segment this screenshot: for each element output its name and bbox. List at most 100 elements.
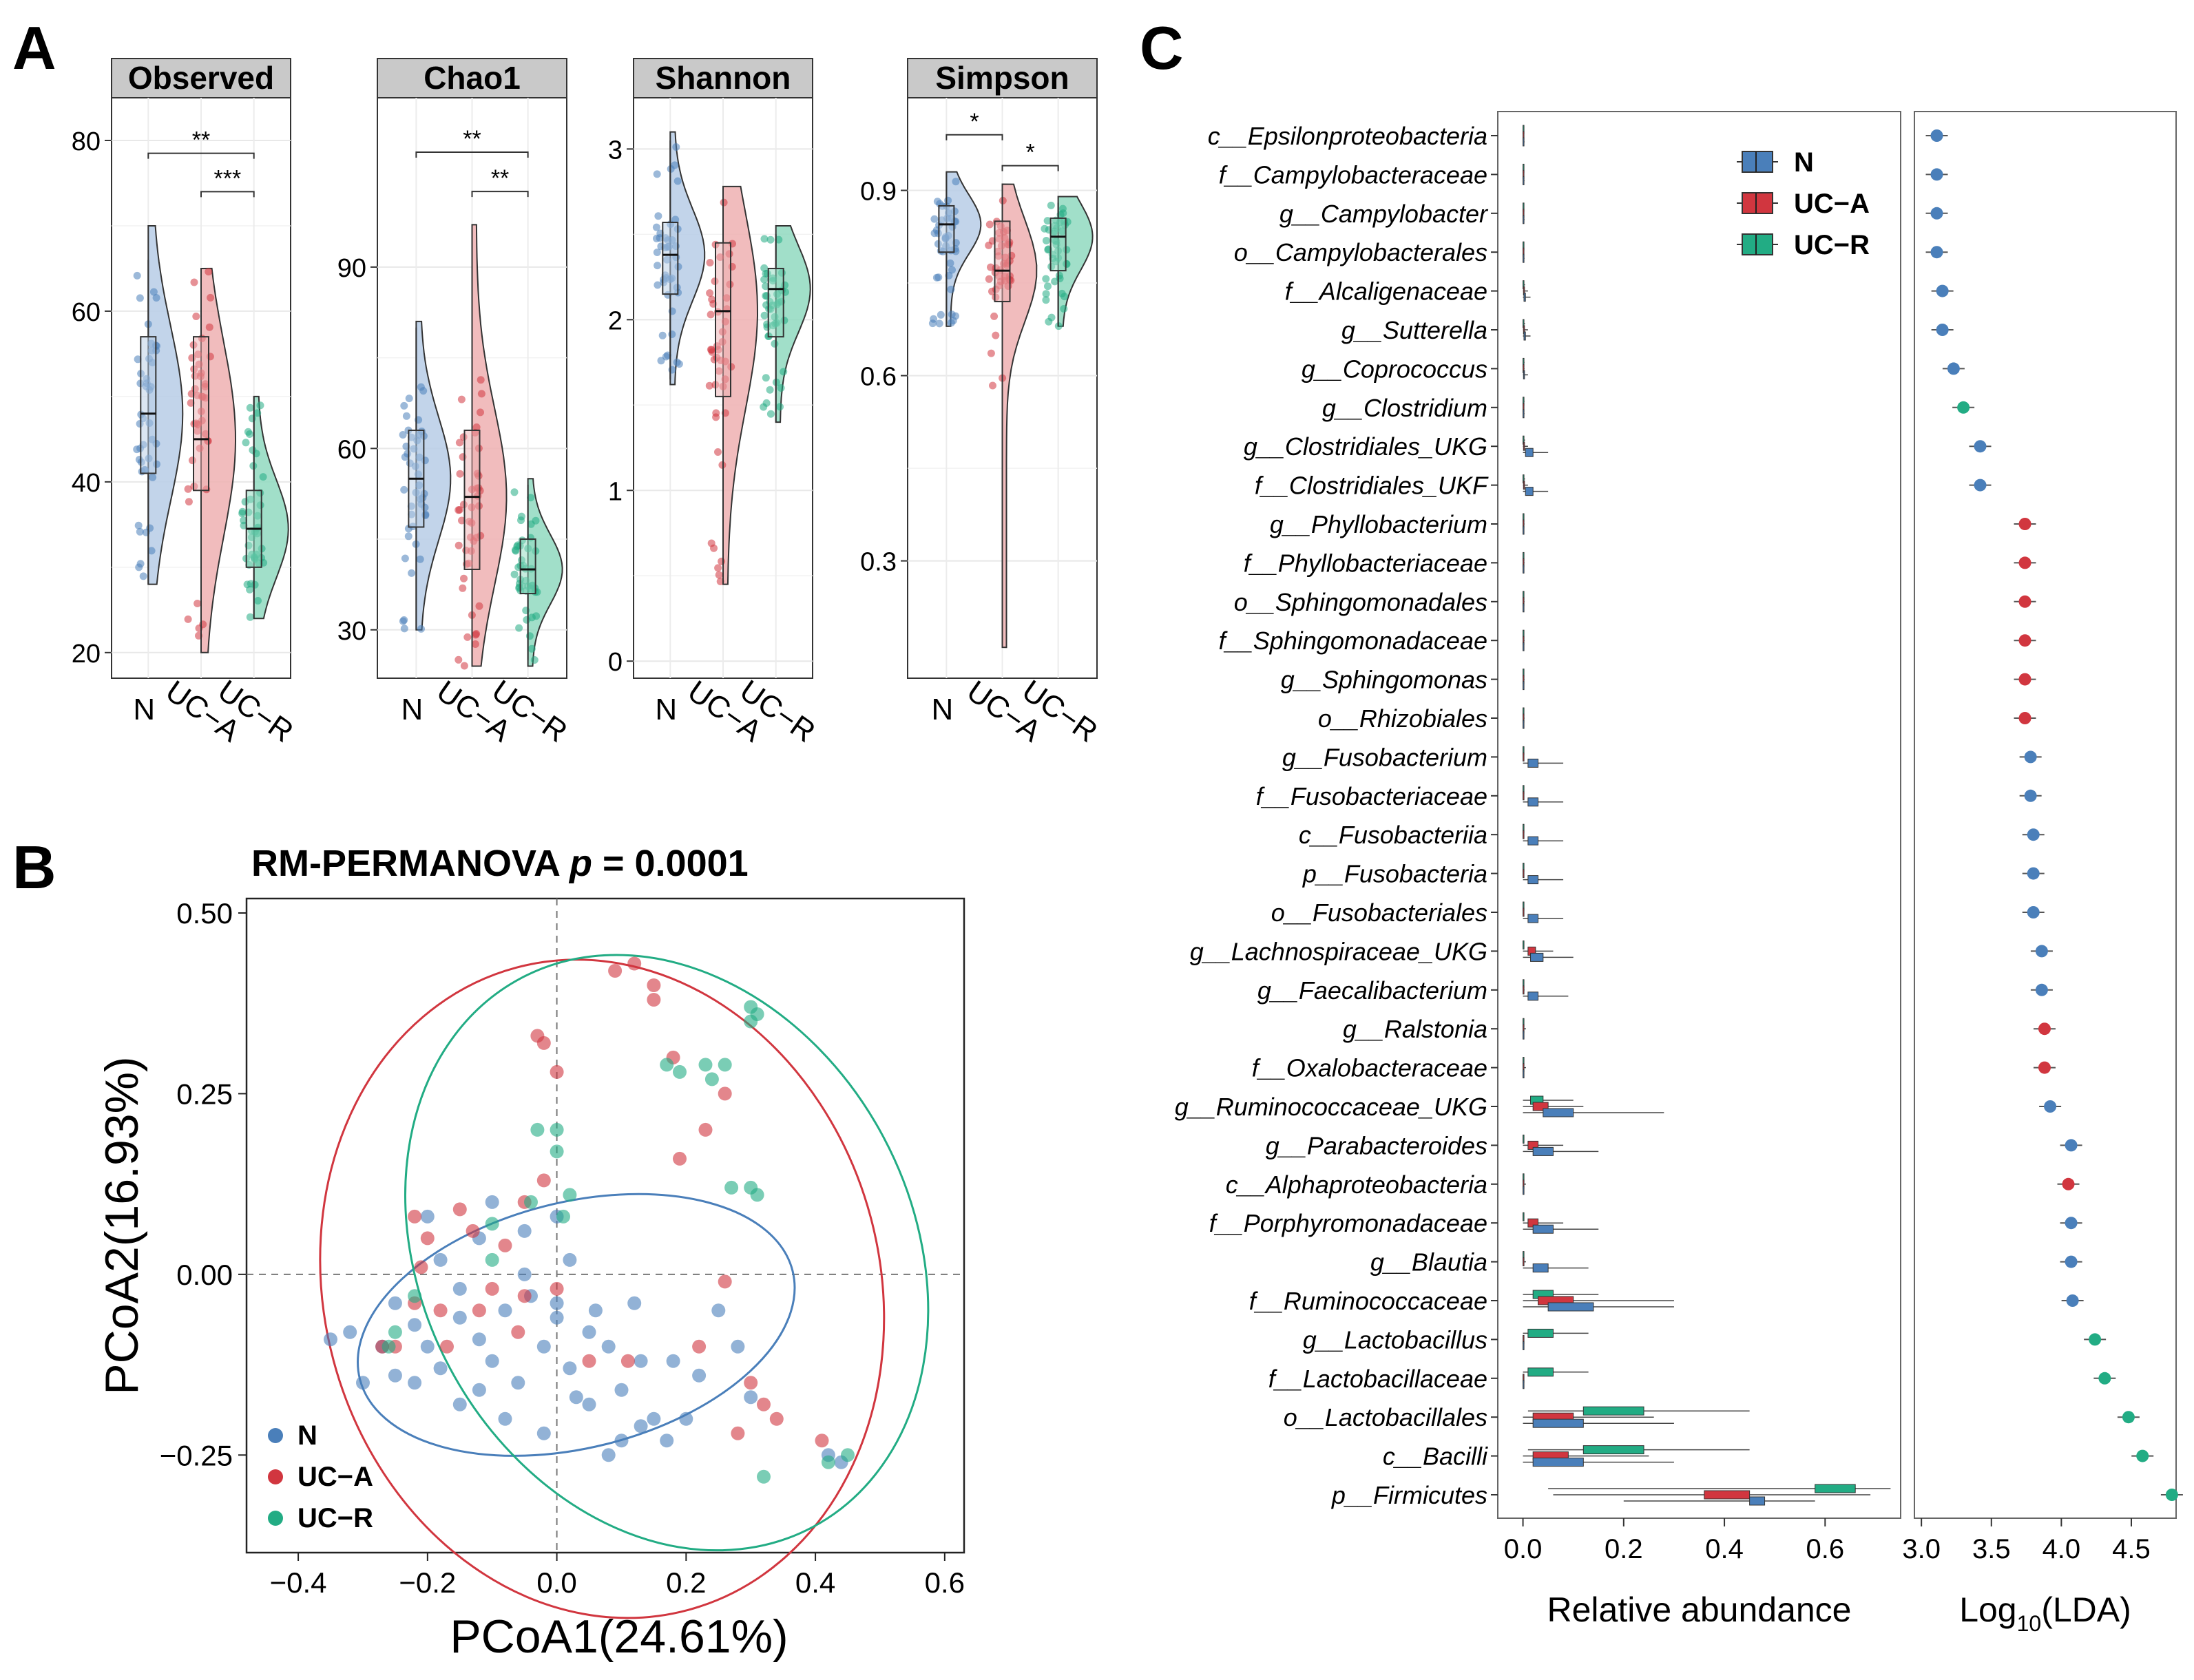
box-UCR — [1049, 217, 1067, 272]
taxon-label: o__Fusobacteriales — [1271, 899, 1487, 927]
data-point — [401, 554, 409, 563]
data-point — [194, 600, 202, 607]
taxon-label: f__Fusobacteriaceae — [1256, 782, 1487, 810]
data-point — [152, 294, 160, 302]
legend-label: N — [297, 1420, 317, 1451]
data-point — [511, 546, 519, 554]
x-tick-label: N — [133, 693, 155, 726]
x-tick-label: 0.2 — [1605, 1534, 1643, 1564]
abundance-box-N — [1523, 176, 1525, 185]
pcoa-point-UCR — [718, 1058, 732, 1072]
pcoa-point-N — [582, 1397, 596, 1411]
pcoa-point-UCR — [750, 1007, 764, 1021]
abundance-box-UCA — [1704, 1490, 1751, 1500]
pcoa-point-UCR — [485, 1217, 499, 1231]
data-point — [705, 381, 713, 390]
lda-point-N — [2065, 1139, 2078, 1152]
pcoa-point-UCR — [757, 1469, 771, 1484]
taxon-label: f__Ruminococcaceae — [1249, 1287, 1487, 1315]
data-point — [989, 381, 996, 390]
abundance-box-N — [1527, 758, 1538, 768]
abundance-box-N — [1523, 1341, 1525, 1350]
pcoa-point-N — [582, 1325, 596, 1339]
data-point — [1042, 275, 1050, 283]
data-point — [766, 410, 775, 418]
x-axis-label: PCoA1(24.61%) — [450, 1610, 788, 1663]
significance-stars: ** — [192, 127, 210, 154]
x-tick-label: 0.6 — [1806, 1534, 1845, 1564]
data-point — [458, 516, 466, 525]
pcoa-point-N — [433, 1252, 448, 1267]
pcoa-point-UCR — [556, 1209, 570, 1224]
abundance-box-UCR — [1523, 940, 1525, 949]
data-point — [136, 294, 144, 302]
data-point — [654, 262, 662, 270]
data-point — [766, 386, 774, 394]
lda-point-N — [1930, 207, 1943, 220]
data-point — [417, 624, 425, 633]
legend-label: UC−R — [297, 1503, 373, 1533]
abundance-box-N — [1525, 448, 1534, 457]
abundance-box-N — [1532, 1224, 1554, 1234]
legend-label: UC−A — [1794, 189, 1870, 219]
pcoa-point-UCA — [757, 1397, 771, 1411]
pcoa-point-UCR — [388, 1325, 402, 1339]
abundance-box-UCA — [1523, 1257, 1525, 1267]
pcoa-point-N — [647, 1411, 661, 1426]
data-point — [136, 527, 144, 536]
data-point — [207, 293, 215, 302]
pcoa-point-N — [679, 1411, 693, 1426]
data-point — [472, 630, 481, 638]
taxon-label: o__Campylobacterales — [1234, 238, 1487, 266]
data-point — [205, 323, 213, 331]
data-point — [404, 532, 412, 540]
taxon-label: f__Phyllobacteriaceae — [1244, 549, 1487, 577]
x-tick-label: N — [931, 693, 953, 726]
pcoa-point-UCA — [620, 1354, 635, 1368]
data-point — [527, 494, 535, 502]
lda-point-N — [1947, 362, 1960, 375]
data-point — [455, 541, 463, 549]
pcoa-point-UCA — [433, 1303, 448, 1318]
y-tick-label: 40 — [72, 469, 101, 498]
abundance-frame — [1497, 111, 1901, 1519]
taxon-label: p__Firmicutes — [1331, 1481, 1487, 1509]
x-tick-label: 3.5 — [1972, 1534, 2011, 1564]
data-point — [460, 574, 468, 582]
data-point — [937, 311, 945, 319]
half-violin-N — [415, 320, 452, 631]
data-point — [948, 266, 956, 274]
data-point — [762, 282, 770, 291]
taxon-label: g__Ruminococcaceae_UKG — [1175, 1093, 1487, 1121]
pcoa-point-UCA — [647, 978, 661, 992]
data-point — [199, 620, 207, 629]
abundance-box-UCA — [1523, 441, 1525, 451]
pcoa-title-p: p — [568, 843, 592, 884]
data-point — [673, 358, 681, 366]
box-UCA — [463, 429, 481, 570]
pcoa-point-UCA — [414, 1260, 428, 1274]
lda-point-N — [2066, 1294, 2079, 1307]
lda-point-N — [2065, 1217, 2078, 1230]
legend-swatch-UCA — [1742, 192, 1773, 214]
abundance-box-UCA — [1523, 869, 1525, 879]
y-tick-label: 30 — [337, 617, 366, 646]
taxon-label: g__Phyllobacterium — [1270, 510, 1487, 538]
pcoa-point-UCR — [485, 1252, 499, 1267]
abundance-box-N — [1543, 1108, 1574, 1117]
pcoa-point-N — [408, 1376, 422, 1390]
taxon-label: g__Parabacteroides — [1266, 1131, 1487, 1159]
data-point — [1042, 237, 1050, 244]
data-point — [136, 560, 145, 568]
data-point — [780, 368, 788, 376]
data-point — [935, 319, 943, 328]
pcoa-point-UCA — [769, 1411, 784, 1426]
data-point — [714, 564, 722, 572]
data-point — [708, 295, 716, 304]
lda-point-UCA — [2018, 712, 2031, 724]
box-N — [662, 221, 679, 295]
strip-title: Simpson — [935, 60, 1069, 96]
